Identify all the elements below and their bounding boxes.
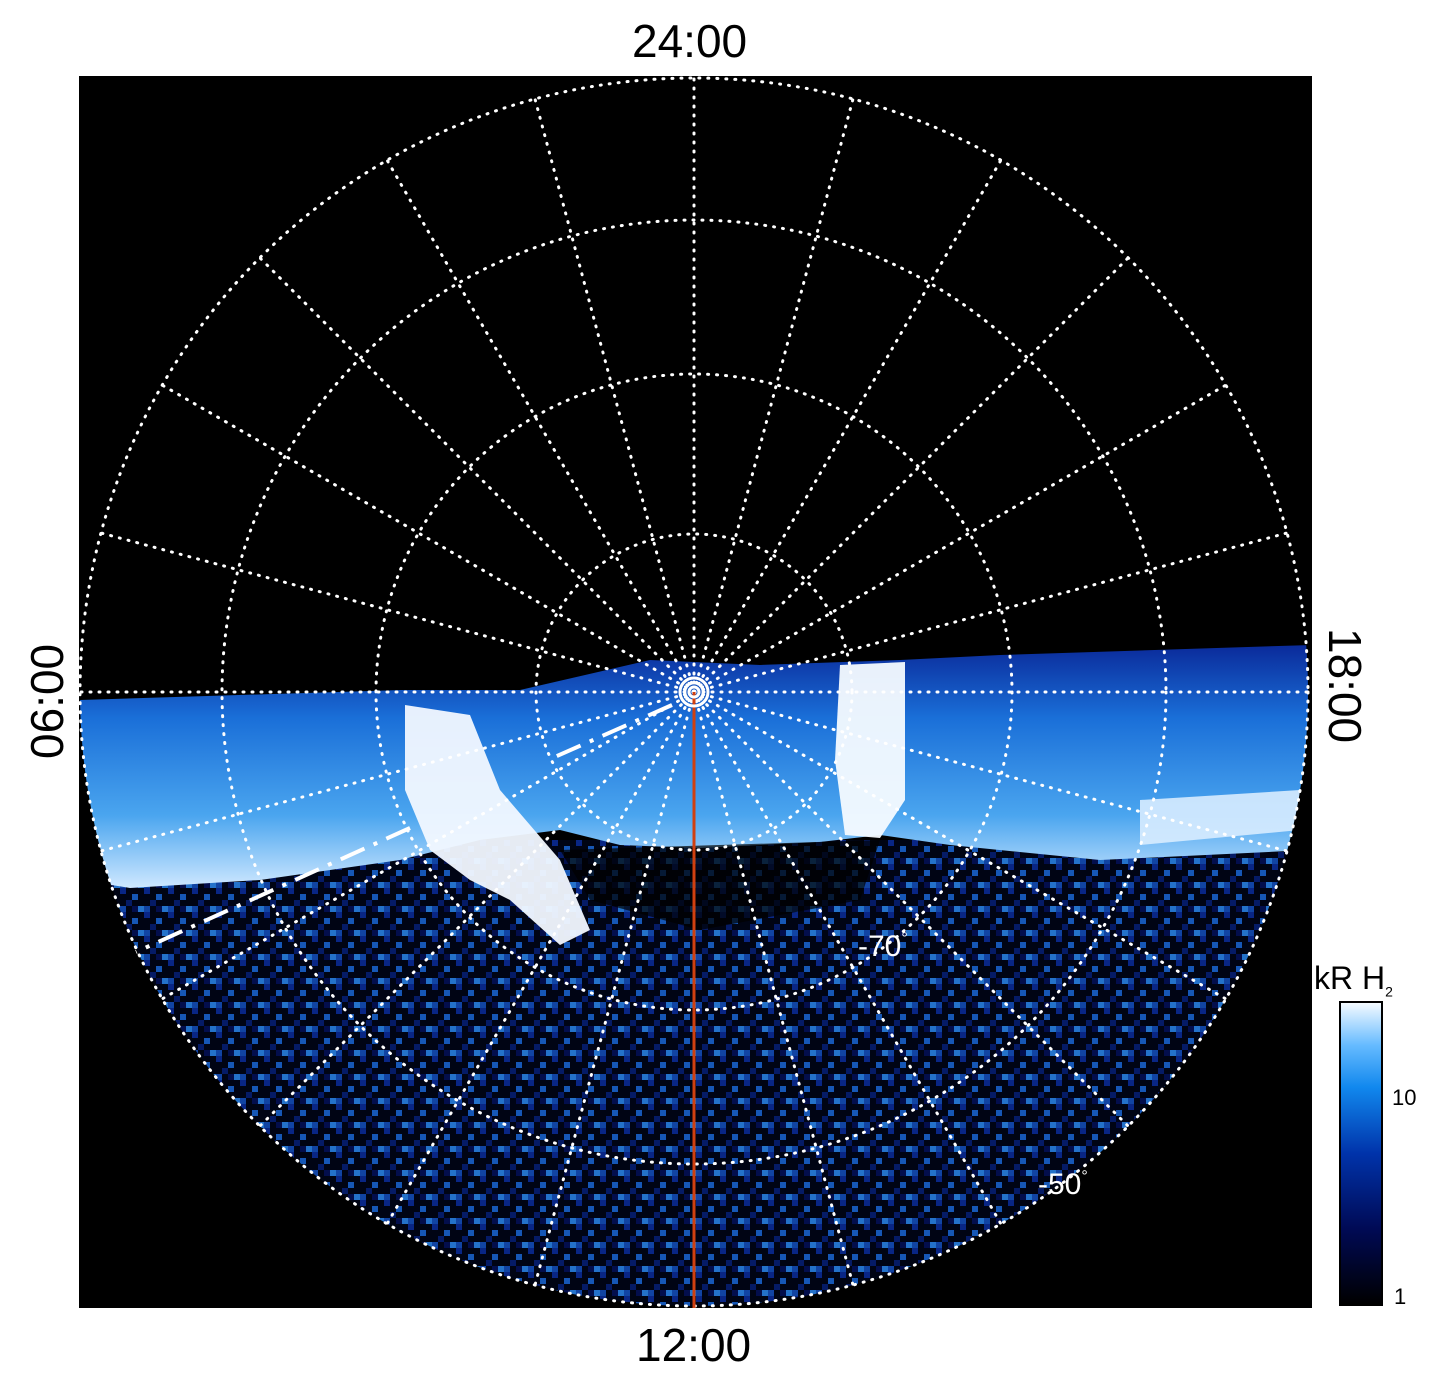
meridian-grid (78, 76, 1310, 1308)
bright-patch-dusk (835, 662, 905, 838)
bright-patch-dawn (405, 705, 590, 945)
local-time-label-left: 06:00 (21, 643, 73, 759)
bright-arc-dusk (1140, 790, 1300, 845)
colorbar-tick-10: 10 (1392, 1085, 1417, 1110)
dark-gap (560, 840, 880, 930)
degree-symbol: ° (901, 930, 908, 947)
dashed-reference-line (135, 703, 673, 954)
colorbar-title-sub: 2 (1385, 983, 1393, 1000)
colorbar (1339, 1001, 1383, 1306)
colorbar-title: kR H2 (1314, 960, 1393, 999)
colorbar-title-main: kR H (1314, 960, 1386, 996)
local-time-label-top: 24:00 (632, 15, 748, 67)
pole-marker (678, 676, 710, 708)
colorbar-tick-1: 1 (1394, 1284, 1407, 1309)
latitude-label-70: -70° (858, 930, 908, 964)
local-time-label-right: 18:00 (1319, 628, 1371, 744)
degree-symbol: ° (1081, 1168, 1088, 1185)
latitude-value-50: -50 (1038, 1168, 1082, 1201)
local-time-label-bottom: 12:00 (636, 1319, 752, 1371)
latitude-value-70: -70 (858, 930, 902, 963)
latitude-label-50: -50° (1038, 1168, 1088, 1202)
